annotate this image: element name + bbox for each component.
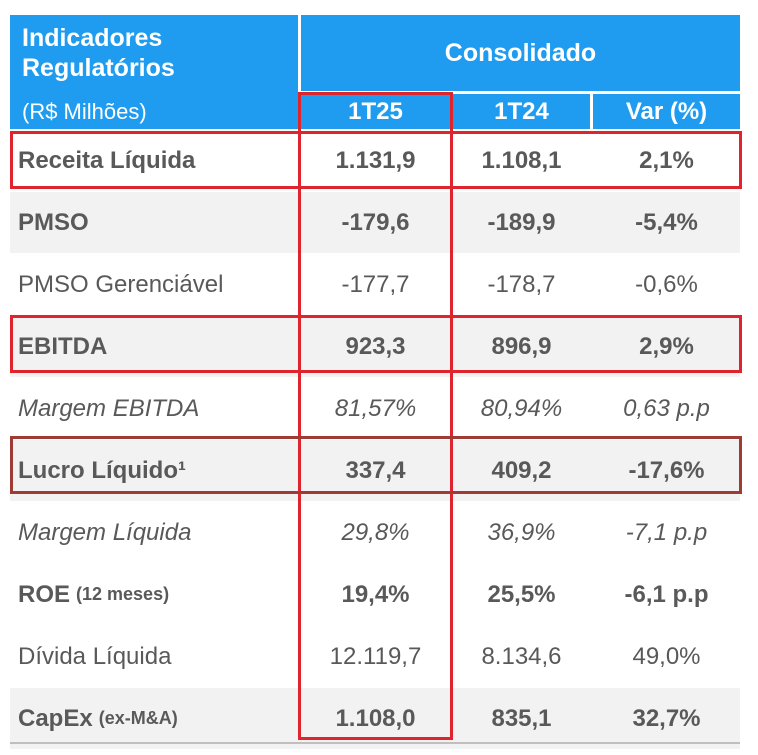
value-var: -5,4%: [635, 208, 698, 236]
row-label: ROE (12 meses): [10, 564, 298, 625]
value-1t25: 1.131,9: [335, 146, 416, 174]
row-label-sub: (ex-M&A): [98, 708, 178, 728]
table-row: EBITDA 923,3 896,9 2,9%: [10, 316, 740, 378]
row-label-sub: (12 meses): [76, 584, 170, 604]
value-1t24: 36,9%: [487, 518, 556, 546]
table-row: CapEx (ex-M&A) 1.108,0 835,1 32,7%: [10, 688, 740, 750]
value-1t24: 80,94%: [480, 394, 563, 422]
value-var: -7,1 p.p: [625, 518, 708, 546]
value-1t24: 8.134,6: [481, 642, 562, 670]
table-header: Indicadores Regulatórios (R$ Milhões) Co…: [10, 15, 740, 129]
value-1t24: 409,2: [491, 456, 552, 484]
value-var: 2,1%: [639, 146, 694, 174]
value-1t25: 12.119,7: [329, 642, 422, 670]
value-1t24: 1.108,1: [481, 146, 562, 174]
value-1t24: -189,9: [487, 208, 556, 236]
row-label: Receita Líquida: [18, 146, 196, 174]
group-header: Consolidado: [301, 15, 740, 91]
table-row: Lucro Líquido¹ 337,4 409,2 -17,6%: [10, 440, 740, 502]
value-1t24: 835,1: [491, 704, 552, 732]
row-label: EBITDA: [18, 332, 108, 360]
value-1t24: 896,9: [491, 332, 552, 360]
value-1t25: 29,8%: [341, 518, 410, 546]
row-label: Dívida Líquida: [18, 642, 172, 670]
table-row: PMSO Gerenciável -177,7 -178,7 -0,6%: [10, 254, 740, 316]
table-row: Receita Líquida 1.131,9 1.108,1 2,1%: [10, 130, 740, 192]
column-header-1t25: 1T25: [301, 94, 450, 129]
row-label-main: CapEx: [18, 704, 93, 732]
column-header-var: Var (%): [593, 94, 740, 129]
header-title-cell: Indicadores Regulatórios (R$ Milhões): [10, 15, 298, 129]
value-var: -6,1 p.p: [624, 580, 709, 608]
value-1t25: 81,57%: [334, 394, 417, 422]
table-row: ROE (12 meses) 19,4% 25,5% -6,1 p.p: [10, 564, 740, 626]
value-1t25: -177,7: [341, 270, 410, 298]
value-1t25: 337,4: [345, 456, 406, 484]
row-label-main: ROE: [18, 580, 71, 608]
table-row: Margem Líquida 29,8% 36,9% -7,1 p.p: [10, 502, 740, 564]
value-1t24: 25,5%: [487, 580, 556, 608]
row-label: Lucro Líquido¹: [18, 456, 186, 484]
row-label: PMSO: [18, 208, 89, 236]
table-body: Receita Líquida 1.131,9 1.108,1 2,1% PMS…: [10, 130, 740, 750]
value-var: 0,63 p.p: [623, 394, 710, 422]
table-row: Dívida Líquida 12.119,7 8.134,6 49,0%: [10, 626, 740, 688]
row-label: Margem Líquida: [18, 518, 192, 546]
value-var: -17,6%: [628, 456, 705, 484]
table-bottom-rule: [10, 742, 740, 744]
value-1t25: 19,4%: [341, 580, 410, 608]
value-var: 49,0%: [632, 642, 701, 670]
table-row: Margem EBITDA 81,57% 80,94% 0,63 p.p: [10, 378, 740, 440]
table-row: PMSO -179,6 -189,9 -5,4%: [10, 192, 740, 254]
column-header-1t24: 1T24: [453, 94, 590, 129]
value-1t25: 1.108,0: [335, 704, 416, 732]
row-label: Margem EBITDA: [18, 394, 200, 422]
unit-label: (R$ Milhões): [22, 99, 147, 124]
value-var: -0,6%: [635, 270, 698, 298]
value-var: 2,9%: [639, 332, 694, 360]
row-label: PMSO Gerenciável: [18, 270, 224, 298]
value-1t24: -178,7: [487, 270, 556, 298]
table-title: Indicadores Regulatórios: [22, 24, 175, 82]
value-var: 32,7%: [632, 704, 701, 732]
value-1t25: -179,6: [341, 208, 410, 236]
row-label: CapEx (ex-M&A): [10, 688, 298, 749]
value-1t25: 923,3: [345, 332, 406, 360]
indicators-table: Indicadores Regulatórios (R$ Milhões) Co…: [10, 15, 740, 750]
